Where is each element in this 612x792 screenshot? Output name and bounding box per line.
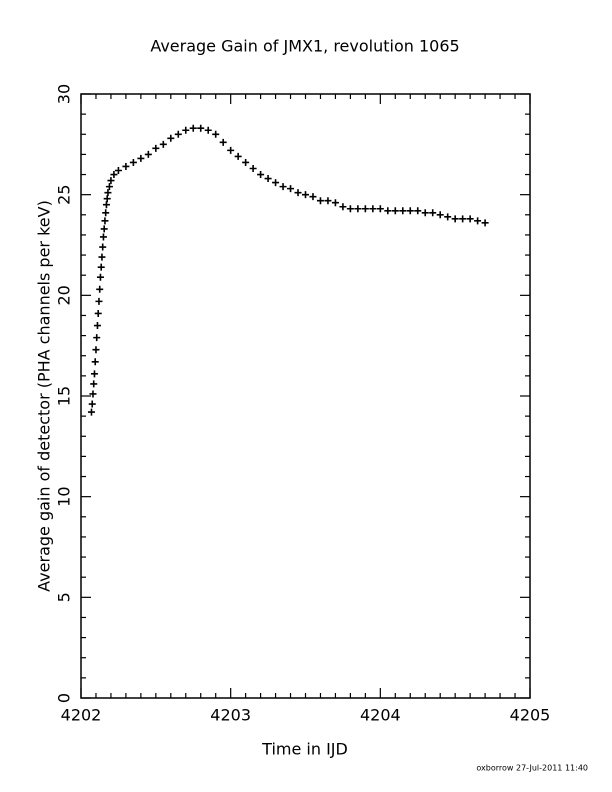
data-point [436, 211, 444, 219]
data-point [474, 217, 482, 225]
data-point [481, 219, 489, 227]
data-point [122, 162, 130, 170]
data-point [182, 126, 190, 134]
data-point [249, 164, 257, 172]
data-point [94, 309, 102, 317]
data-point [167, 134, 175, 142]
data-point [399, 207, 407, 215]
data-point [429, 209, 437, 217]
data-point [104, 189, 112, 197]
data-point [264, 175, 272, 183]
data-point [114, 167, 122, 175]
data-point [384, 207, 392, 215]
data-point [406, 207, 414, 215]
data-point [189, 124, 197, 132]
data-point [92, 346, 100, 354]
data-point [197, 124, 205, 132]
data-point [144, 150, 152, 158]
plot-frame [80, 93, 531, 699]
data-point [459, 215, 467, 223]
data-point [99, 243, 107, 251]
data-point [331, 199, 339, 207]
data-point [324, 197, 332, 205]
data-point [103, 195, 111, 203]
data-point [105, 183, 113, 191]
data-point [212, 130, 220, 138]
data-point [93, 322, 101, 330]
data-point [309, 193, 317, 201]
data-point [110, 171, 118, 179]
data-point [129, 158, 137, 166]
data-point [287, 185, 295, 193]
chart-title: Average Gain of JMX1, revolution 1065 [150, 37, 459, 56]
data-point [257, 171, 265, 179]
data-point [137, 154, 145, 162]
data-point [234, 152, 242, 160]
data-point [361, 205, 369, 213]
x-tick-label: 4203 [210, 706, 251, 725]
data-point [444, 213, 452, 221]
data-point [227, 146, 235, 154]
data-point [302, 191, 309, 199]
data-point [339, 203, 347, 211]
data-point [95, 297, 103, 305]
data-point [204, 126, 212, 134]
data-point [279, 183, 287, 191]
data-point [152, 144, 160, 152]
data-point [421, 209, 429, 217]
data-point [89, 390, 97, 398]
data-point [466, 215, 474, 223]
data-point [90, 370, 98, 378]
data-point [346, 205, 354, 213]
data-point [96, 273, 104, 281]
data-point [272, 179, 280, 187]
data-point [101, 217, 109, 225]
data-point [102, 209, 110, 217]
data-point [219, 138, 227, 146]
x-tick-label: 4204 [360, 706, 401, 725]
data-point [174, 130, 182, 138]
data-point [88, 400, 96, 408]
data-point [376, 205, 384, 213]
data-point [242, 158, 250, 166]
data-point [93, 334, 101, 342]
data-point [294, 189, 302, 197]
data-point [102, 201, 110, 209]
data-point [99, 233, 107, 241]
data-point [354, 205, 362, 213]
y-axis-label: Average gain of detector (PHA channels p… [35, 200, 54, 592]
y-tick-label: 0 [55, 693, 74, 703]
data-point [87, 408, 95, 416]
x-tick-label: 4202 [61, 706, 102, 725]
data-point [391, 207, 399, 215]
y-tick-label: 25 [55, 184, 74, 204]
x-tick-label: 4205 [510, 706, 551, 725]
data-point [369, 205, 377, 213]
data-point [96, 285, 104, 293]
data-point [90, 380, 98, 388]
footer: oxborrow 27-Jul-2011 11:40 [476, 764, 588, 773]
data-point [91, 358, 99, 366]
data-point [100, 225, 108, 233]
data-point [97, 263, 105, 271]
data-point [107, 177, 115, 185]
x-axis-label: Time in IJD [261, 740, 348, 759]
data-point [414, 207, 422, 215]
data-point [316, 197, 324, 205]
data-point [159, 140, 167, 148]
y-tick-label: 30 [55, 84, 74, 104]
y-tick-label: 15 [55, 386, 74, 406]
data-point [98, 253, 106, 261]
y-tick-label: 20 [55, 285, 74, 305]
y-tick-label: 10 [55, 486, 74, 506]
data-point [451, 215, 459, 223]
y-tick-label: 5 [55, 592, 74, 602]
